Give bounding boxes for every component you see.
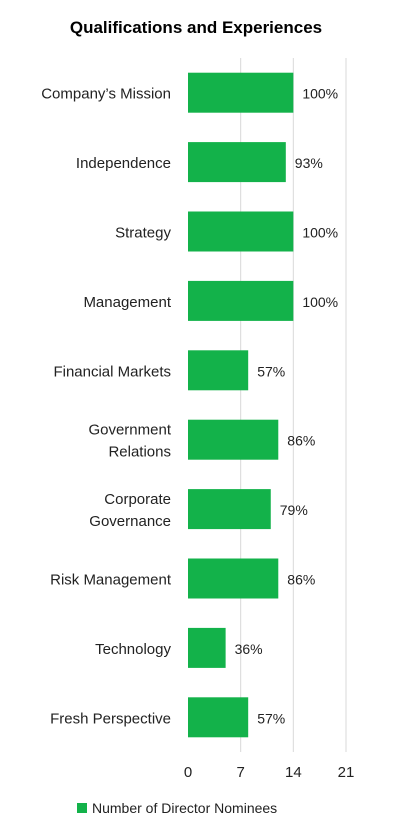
category-label: Management <box>83 294 171 311</box>
category-label: Independence <box>76 155 171 172</box>
category-label: Risk Management <box>50 572 172 589</box>
data-label: 100% <box>302 225 338 241</box>
category-labels: Company’s Mission Independence Strategy Man… <box>41 86 172 728</box>
bar <box>188 419 279 460</box>
data-label: 36% <box>235 641 263 657</box>
data-label: 100% <box>302 294 338 310</box>
data-label: 57% <box>257 710 285 726</box>
bar <box>188 142 286 183</box>
x-tick-label: 0 <box>184 764 192 781</box>
legend-label: Number of Director Nominees <box>92 800 277 816</box>
bar <box>188 211 294 252</box>
chart-title: Qualifications and Experiences <box>70 18 322 37</box>
bar <box>188 558 279 599</box>
category-label: Fresh Perspective <box>50 710 171 727</box>
x-tick-label: 21 <box>338 764 355 781</box>
bar <box>188 72 294 113</box>
legend-swatch <box>77 803 87 813</box>
category-label: Strategy <box>115 225 171 242</box>
bars <box>188 72 294 738</box>
category-label: Government <box>88 422 171 439</box>
data-label: 100% <box>302 86 338 102</box>
data-label: 86% <box>287 433 315 449</box>
bar <box>188 489 271 530</box>
category-label: Financial Markets <box>53 363 171 380</box>
legend: Number of Director Nominees <box>77 800 277 816</box>
data-label: 57% <box>257 363 285 379</box>
category-label: Corporate <box>104 491 171 508</box>
data-labels: 100% 93% 100% 100% 57% 86% 79% 86% 36% 57% <box>235 86 339 727</box>
category-label: Relations <box>108 444 171 461</box>
data-label: 93% <box>295 155 323 171</box>
bar <box>188 697 249 738</box>
data-label: 86% <box>287 572 315 588</box>
x-tick-label: 7 <box>236 764 244 781</box>
x-tick-label: 14 <box>285 764 302 781</box>
x-axis-ticks: 0 7 14 21 <box>184 764 355 781</box>
bar <box>188 280 294 321</box>
data-label: 79% <box>280 502 308 518</box>
category-label: Company’s Mission <box>41 86 171 103</box>
category-label: Governance <box>89 513 171 530</box>
bar <box>188 350 249 391</box>
bar <box>188 627 226 668</box>
category-label: Technology <box>95 641 171 658</box>
